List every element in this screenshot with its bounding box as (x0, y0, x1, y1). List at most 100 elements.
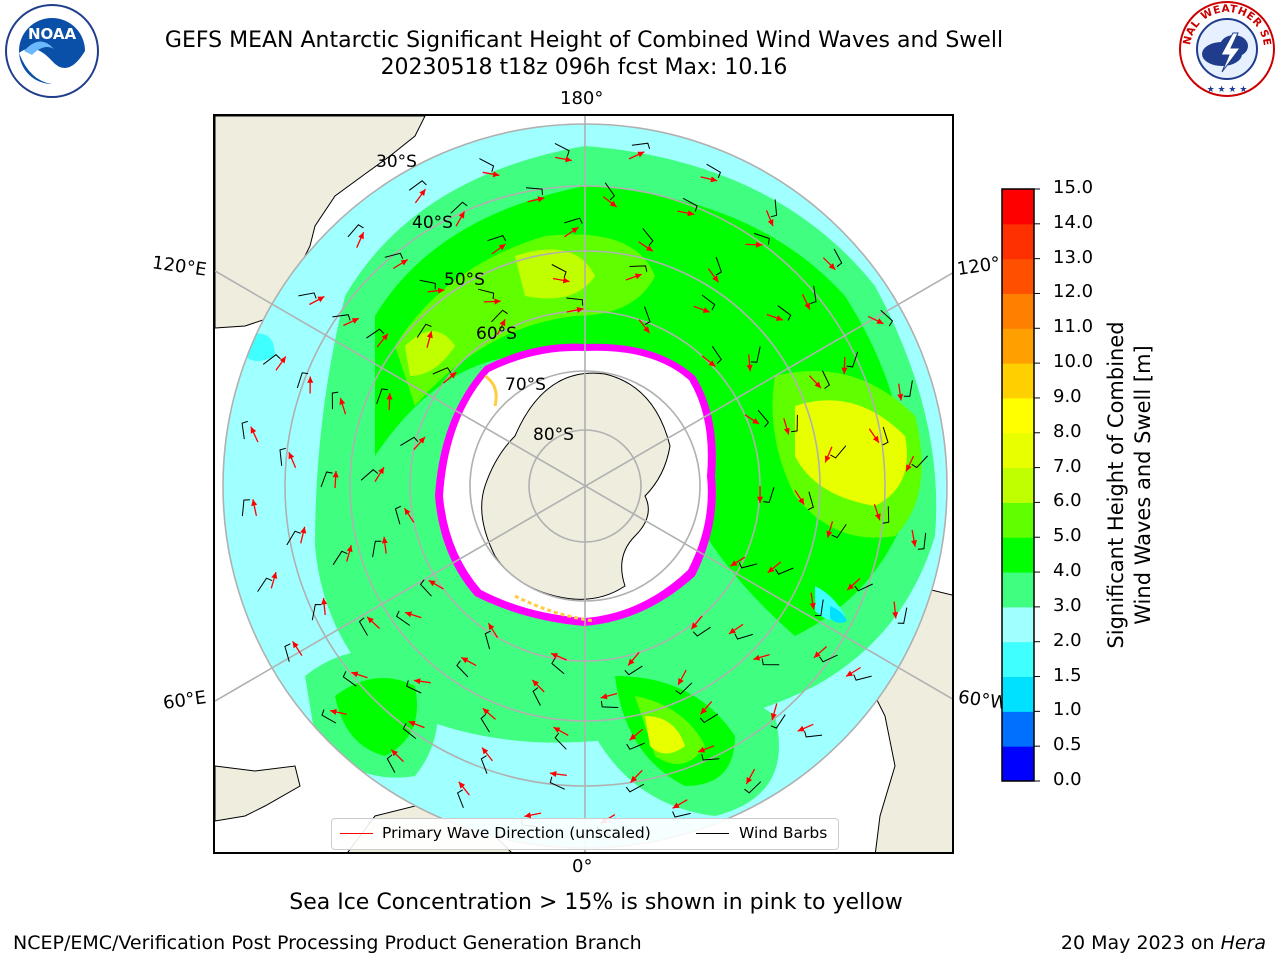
map-canvas (215, 116, 952, 852)
wave-arrow-head (418, 436, 426, 444)
wind-barb (753, 232, 770, 245)
svg-text:★ ★ ★ ★: ★ ★ ★ ★ (1207, 85, 1248, 95)
wave-arrow-head (358, 232, 364, 240)
footer-date: 20 May 2023 on Hera (1061, 932, 1266, 954)
map-panel (213, 114, 954, 854)
colorbar-tick-label: 7.0 (1053, 455, 1082, 477)
wave-arrow-head (628, 658, 635, 666)
wave-arrow-head (482, 708, 490, 715)
wind-barb (804, 731, 823, 738)
wind-barb (701, 294, 716, 311)
wind-barb (854, 583, 873, 592)
wave-arrow-head (730, 560, 738, 567)
map-title: GEFS MEAN Antarctic Significant Height o… (164, 28, 1004, 53)
wave-arrow-head (562, 277, 570, 284)
wave-arrow-head (524, 812, 532, 819)
wind-barb (241, 499, 250, 517)
colorbar-label-line2: Wind Waves and Swell [m] (1131, 345, 1155, 625)
wind-barb (332, 550, 348, 566)
wave-arrow-head (691, 622, 698, 630)
wind-barb (642, 228, 654, 246)
wind-barb (715, 256, 723, 276)
sea-ice-note: Sea Ice Concentration > 15% is shown in … (0, 890, 1280, 915)
wave-arrow-head (746, 364, 753, 372)
wind-barb (331, 391, 339, 410)
wind-barb (358, 617, 368, 636)
wave-arrow-head (386, 393, 393, 400)
wind-barb (770, 714, 786, 729)
colorbar-tick-label: 14.0 (1053, 211, 1094, 233)
wave-arrow-head (828, 263, 836, 270)
wave-arrow-head (279, 356, 286, 364)
wind-barb (672, 811, 691, 818)
colorbar-bin (1002, 537, 1034, 573)
legend-wave-swatch (340, 833, 373, 834)
wind-barb (554, 732, 567, 750)
wind-barb (298, 292, 317, 299)
wave-arrow-head (629, 733, 637, 741)
wind-barb (625, 783, 645, 793)
colorbar-label: Significant Height of Combined Wind Wave… (1103, 321, 1157, 648)
wind-barb (564, 217, 583, 224)
wind-barb (487, 234, 507, 242)
wave-arrow-head (437, 287, 445, 294)
wave-arrow-head (710, 176, 718, 183)
wave-arrow-head (549, 771, 557, 777)
wind-barb (279, 447, 286, 466)
wave-arrow-head (841, 367, 848, 374)
wave-arrow-head (746, 777, 753, 784)
wind-barb (551, 658, 565, 675)
wind-barb (675, 682, 693, 695)
colorbar-bin (1002, 467, 1034, 503)
wind-barb (807, 491, 814, 511)
graticule (215, 116, 952, 852)
wind-barb (626, 742, 645, 750)
wave-arrow-head (400, 259, 408, 266)
wave-arrow-head (756, 241, 763, 248)
wave-arrow-head (576, 306, 584, 313)
wind-barb (262, 354, 281, 365)
wind-barb (761, 658, 780, 666)
colorbar-tick-label: 1.0 (1053, 699, 1082, 721)
wave-arrow-head (753, 654, 761, 661)
wind-barb (734, 633, 753, 640)
wind-barb (477, 288, 495, 300)
wind-barb (450, 201, 468, 214)
lon-label-120w: 120° (955, 253, 1002, 280)
wave-arrow-head (271, 572, 278, 579)
wind-barb (384, 252, 404, 260)
colorbar-label-line1: Significant Height of Combined (1104, 321, 1128, 649)
wind-barb (853, 674, 872, 681)
wave-arrow-head (408, 720, 416, 727)
wave-arrow-head (321, 598, 328, 605)
wave-arrow-head (712, 275, 719, 283)
wind-barb (629, 265, 648, 272)
colorbar-bin (1002, 397, 1034, 434)
colorbar-tick-label: 3.0 (1053, 594, 1082, 616)
colorbar-tick-label: 8.0 (1053, 420, 1082, 442)
wave-arrow-head (317, 296, 325, 303)
wave-arrow-head (288, 452, 295, 460)
wind-barb (296, 372, 309, 389)
wind-barb (911, 455, 928, 469)
wave-arrow-head (813, 651, 821, 658)
wind-barb (833, 248, 843, 268)
colorbar-bin (1002, 293, 1034, 329)
wave-arrow-head (757, 496, 763, 503)
wind-barb (366, 328, 385, 339)
colorbar (1001, 188, 1040, 782)
wave-arrow-head (351, 671, 359, 678)
noaa-logo-text: NOAA (28, 25, 77, 43)
wind-barb (395, 610, 411, 626)
sea-ice-note-text: Sea Ice Concentration > 15% is shown in … (289, 890, 903, 915)
footer-host: Hera (1220, 932, 1266, 954)
wind-barb (882, 506, 890, 524)
wave-arrow-head (461, 657, 469, 664)
wind-barb (321, 709, 337, 724)
colorbar-tick-label: 13.0 (1053, 246, 1094, 268)
wind-barb (480, 714, 490, 733)
lat-label-30s: 30°S (376, 152, 417, 172)
lat-label-50s: 50°S (444, 270, 485, 290)
wind-barb (882, 426, 889, 446)
noaa-logo: NOAA (5, 4, 99, 98)
